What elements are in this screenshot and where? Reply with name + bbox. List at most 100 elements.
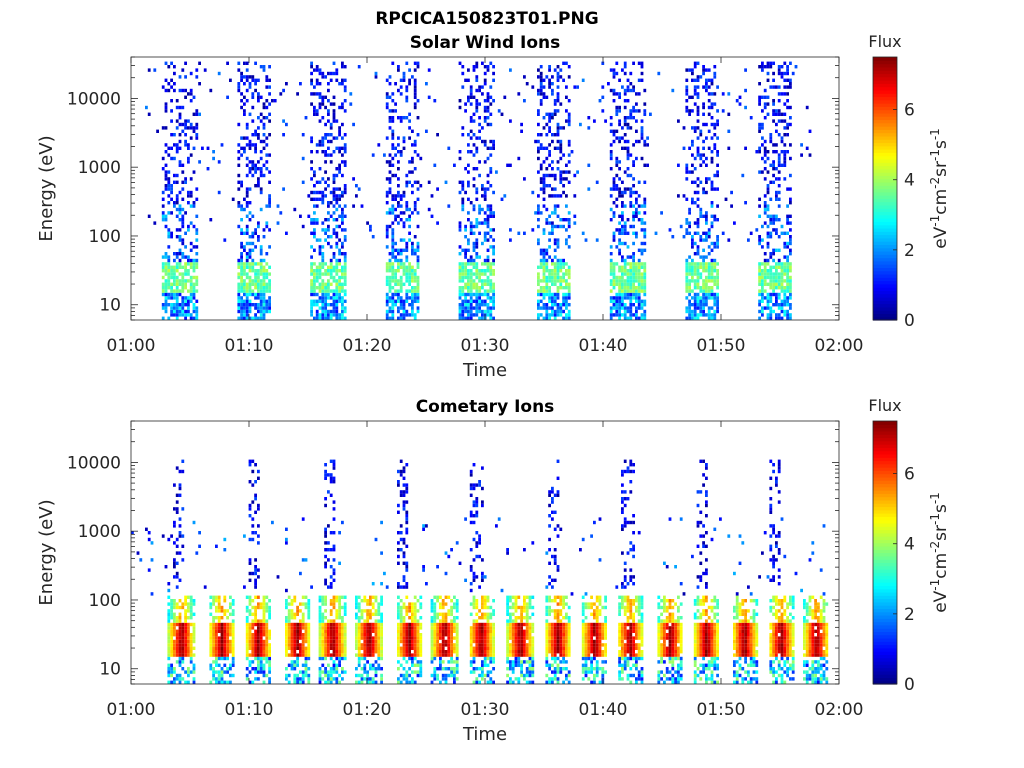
heatmap-cell (475, 78, 479, 82)
heatmap-cell (478, 173, 481, 178)
heatmap-cell (245, 75, 249, 79)
heatmap-cell (629, 116, 633, 120)
heatmap-cell (254, 650, 257, 654)
heatmap-cell (164, 170, 168, 174)
heatmap-cell (315, 265, 319, 269)
heatmap-cell (321, 116, 325, 120)
heatmap-cell (237, 306, 241, 310)
heatmap-cell (310, 585, 313, 589)
heatmap-cell (209, 218, 213, 222)
heatmap-cell (399, 204, 403, 208)
heatmap-cell (696, 119, 700, 123)
heatmap-cell (612, 139, 616, 144)
heatmap-cell (215, 633, 218, 637)
heatmap-cell (231, 612, 235, 616)
heatmap-cell (416, 61, 420, 65)
heatmap-cell (548, 299, 551, 303)
heatmap-cell (343, 595, 347, 599)
heatmap-cell (548, 112, 551, 116)
heatmap-cell (212, 599, 215, 603)
heatmap-cell (783, 112, 787, 116)
heatmap-cell (612, 303, 616, 307)
heatmap-cell (251, 265, 255, 269)
heatmap-cell (184, 265, 187, 269)
heatmap-cell (257, 575, 260, 579)
heatmap-cell (338, 626, 341, 630)
heatmap-cell (245, 255, 249, 259)
heatmap-cell (181, 170, 185, 174)
heatmap-cell (565, 296, 568, 300)
heatmap-cell (304, 558, 308, 562)
heatmap-cell (562, 126, 565, 130)
heatmap-cell (562, 224, 565, 229)
heatmap-cell (293, 677, 297, 681)
heatmap-cell (483, 272, 487, 276)
heatmap-cell (329, 235, 333, 239)
heatmap-cell (727, 92, 731, 96)
heatmap-cell (181, 633, 185, 637)
heatmap-cell (187, 636, 190, 640)
heatmap-cell (318, 313, 322, 317)
heatmap-cell (761, 282, 764, 286)
heatmap-cell (301, 558, 305, 562)
heatmap-cell (416, 255, 420, 259)
heatmap-cell (329, 633, 333, 637)
heatmap-cell (371, 153, 375, 157)
heatmap-cell (184, 279, 187, 283)
heatmap-cell (324, 548, 327, 552)
heatmap-cell (248, 201, 252, 205)
heatmap-cell (335, 612, 339, 616)
heatmap-cell (416, 275, 420, 280)
colorbar-segment (873, 247, 897, 252)
heatmap-cell (710, 105, 714, 110)
heatmap-cell (341, 309, 344, 314)
heatmap-cell (245, 633, 249, 637)
heatmap-cell (324, 187, 327, 191)
heatmap-cell (321, 95, 325, 99)
heatmap-cell (469, 262, 473, 266)
heatmap-cell (492, 252, 495, 256)
heatmap-cell (254, 245, 257, 249)
heatmap-cell (388, 160, 392, 164)
heatmap-cell (262, 646, 266, 650)
heatmap-cell (329, 473, 333, 477)
heatmap-cell (245, 622, 249, 627)
heatmap-cell (483, 269, 487, 273)
heatmap-cell (478, 275, 481, 280)
heatmap-cell (343, 143, 347, 147)
heatmap-cell (173, 275, 176, 280)
heatmap-cell (192, 306, 196, 310)
heatmap-cell (254, 639, 257, 644)
heatmap-cell (710, 102, 714, 106)
heatmap-cell (632, 252, 635, 256)
heatmap-cell (231, 646, 235, 650)
heatmap-cell (341, 82, 344, 86)
heatmap-cell (506, 163, 509, 167)
heatmap-cell (397, 296, 400, 300)
heatmap-cell (257, 292, 260, 297)
heatmap-cell (629, 255, 633, 259)
heatmap-cell (343, 187, 347, 191)
heatmap-cell (553, 112, 557, 116)
heatmap-cell (248, 255, 252, 259)
heatmap-cell (181, 660, 185, 664)
heatmap-cell (763, 269, 767, 273)
heatmap-cell (772, 61, 775, 65)
heatmap-cell (635, 316, 638, 320)
heatmap-cell (691, 201, 694, 205)
heatmap-cell (310, 78, 313, 82)
heatmap-cell (265, 303, 269, 307)
heatmap-cell (640, 275, 644, 280)
heatmap-cell (548, 313, 551, 317)
heatmap-cell (783, 241, 787, 246)
heatmap-cell (800, 153, 803, 157)
heatmap-cell (643, 299, 647, 303)
heatmap-cell (388, 262, 392, 266)
heatmap-cell (758, 289, 761, 293)
heatmap-cell (187, 92, 190, 96)
heatmap-cell (161, 316, 165, 320)
heatmap-cell (416, 262, 420, 266)
heatmap-cell (324, 289, 327, 293)
heatmap-cell (551, 303, 554, 307)
